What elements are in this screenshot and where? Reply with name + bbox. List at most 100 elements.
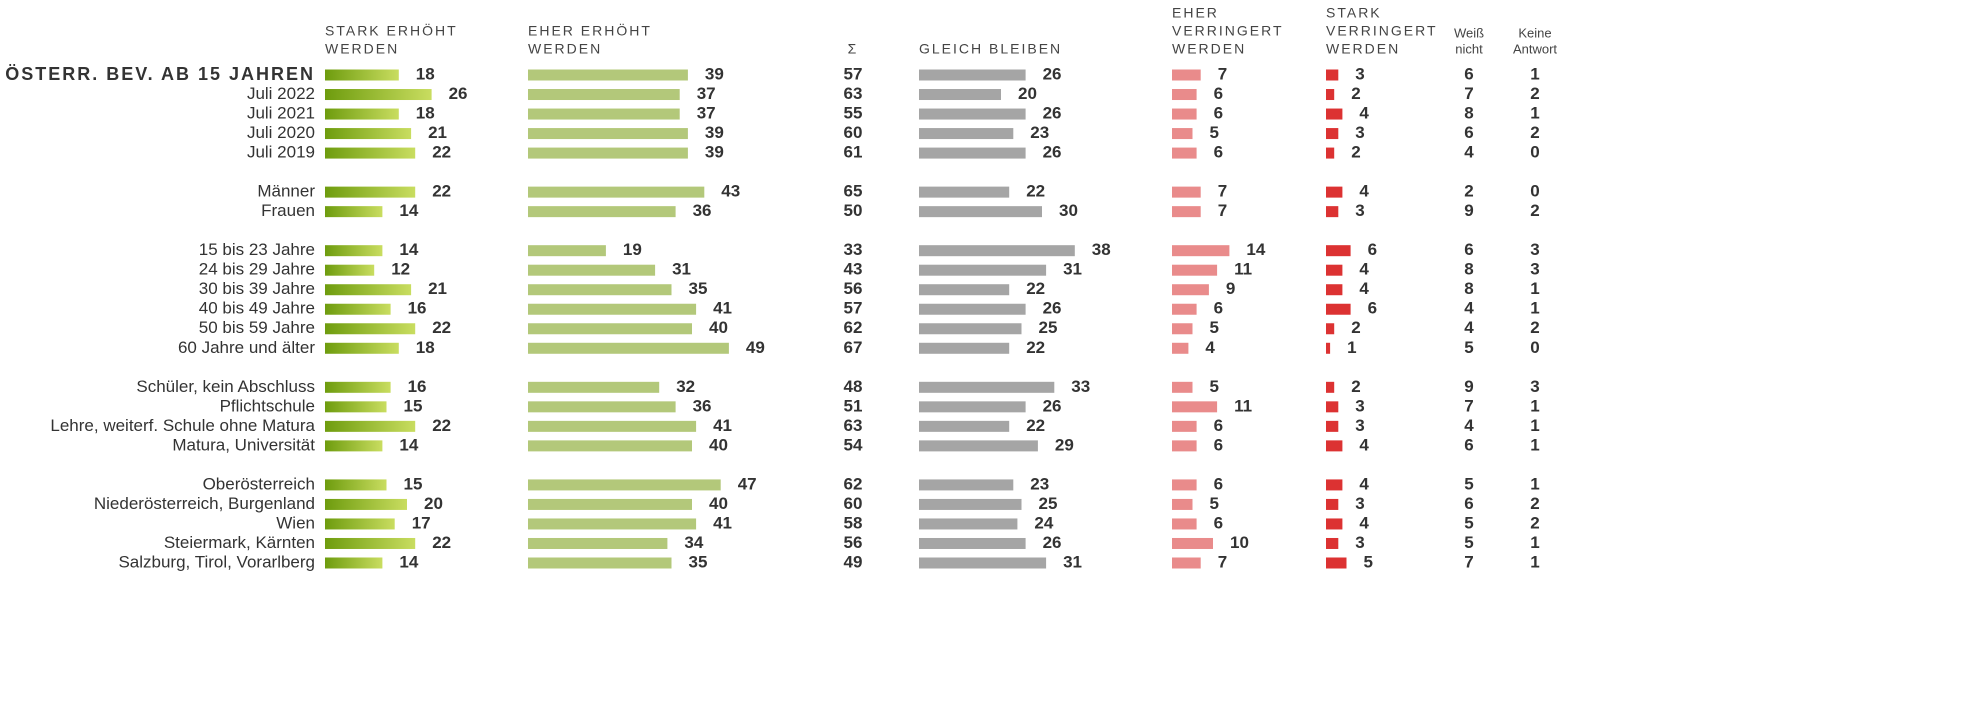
column-header: Σ	[848, 41, 859, 57]
value-label: 38	[1092, 240, 1111, 259]
value-label: 5	[1210, 494, 1219, 513]
value-label: 1	[1530, 416, 1539, 435]
bar	[528, 537, 668, 549]
value-label: 2	[1530, 318, 1539, 337]
value-label: 22	[432, 533, 451, 552]
bar	[919, 89, 1001, 101]
value-label: 21	[428, 279, 447, 298]
bar	[325, 284, 412, 296]
value-label: 6	[1214, 299, 1223, 318]
value-label: 37	[697, 84, 716, 103]
value-label: 25	[1039, 494, 1058, 513]
bar	[1172, 303, 1197, 315]
column-header: WERDEN	[325, 41, 399, 57]
value-label: 29	[1055, 435, 1074, 454]
value-label: 26	[449, 84, 468, 103]
bar	[325, 245, 383, 257]
bar	[1172, 147, 1197, 159]
value-label: 6	[1214, 416, 1223, 435]
value-label: 3	[1355, 494, 1364, 513]
value-label: 8	[1464, 104, 1473, 123]
bar	[919, 108, 1026, 120]
value-label: 4	[1464, 416, 1474, 435]
bar	[1172, 206, 1201, 218]
row-label: 15 bis 23 Jahre	[199, 240, 315, 259]
column-header: GLEICH BLEIBEN	[919, 41, 1062, 57]
bar	[325, 303, 391, 315]
value-label: 3	[1355, 201, 1364, 220]
bar	[1326, 108, 1343, 120]
bar	[1326, 245, 1351, 257]
bar	[919, 186, 1010, 198]
row-label: Matura, Universität	[172, 435, 315, 454]
row-label: Juli 2019	[247, 143, 315, 162]
value-label: 9	[1464, 201, 1473, 220]
bar	[1172, 128, 1193, 140]
bar	[325, 128, 412, 140]
value-label: 2	[1351, 377, 1360, 396]
value-label: 1	[1530, 435, 1539, 454]
bar	[1326, 89, 1335, 101]
value-label: 14	[399, 552, 418, 571]
bar	[325, 264, 375, 276]
value-label: 5	[1210, 377, 1219, 396]
bar	[325, 381, 391, 393]
value-label: 23	[1030, 474, 1049, 493]
value-label: 16	[408, 377, 427, 396]
bar	[1326, 69, 1339, 81]
value-label: 22	[1026, 182, 1045, 201]
bar	[528, 323, 692, 335]
value-label: 23	[1030, 123, 1049, 142]
row-label: 40 bis 49 Jahre	[199, 299, 315, 318]
value-label: 2	[1530, 201, 1539, 220]
bar	[919, 303, 1026, 315]
value-label: 6	[1464, 64, 1473, 83]
value-label: 19	[623, 240, 642, 259]
value-label: 31	[672, 260, 691, 279]
value-label: 4	[1205, 338, 1215, 357]
bar	[1326, 440, 1343, 452]
value-label: 3	[1355, 396, 1364, 415]
value-label: 65	[844, 182, 863, 201]
value-label: 1	[1530, 533, 1539, 552]
value-label: 6	[1214, 104, 1223, 123]
value-label: 2	[1351, 84, 1360, 103]
bar	[528, 342, 729, 354]
bar	[1326, 303, 1351, 315]
value-label: 15	[404, 396, 423, 415]
bar	[919, 557, 1047, 569]
value-label: 1	[1530, 396, 1539, 415]
value-label: 36	[693, 396, 712, 415]
column-header: nicht	[1455, 41, 1483, 56]
bar	[325, 342, 399, 354]
value-label: 0	[1530, 182, 1539, 201]
bar	[528, 440, 692, 452]
value-label: 54	[844, 435, 863, 454]
row-label: Lehre, weiterf. Schule ohne Matura	[50, 416, 315, 435]
value-label: 34	[684, 533, 703, 552]
value-label: 12	[391, 260, 410, 279]
value-label: 5	[1210, 318, 1219, 337]
value-label: 5	[1464, 513, 1473, 532]
value-label: 22	[432, 182, 451, 201]
value-label: 39	[705, 64, 724, 83]
value-label: 4	[1464, 318, 1474, 337]
value-label: 26	[1043, 533, 1062, 552]
value-label: 41	[713, 513, 732, 532]
value-label: 2	[1530, 123, 1539, 142]
bar	[1172, 518, 1197, 530]
value-label: 40	[709, 435, 728, 454]
value-label: 1	[1530, 552, 1539, 571]
bar	[1172, 323, 1193, 335]
value-label: 4	[1359, 182, 1369, 201]
value-label: 5	[1464, 533, 1473, 552]
bar	[1326, 557, 1347, 569]
value-label: 20	[1018, 84, 1037, 103]
value-label: 22	[432, 318, 451, 337]
value-label: 58	[844, 513, 863, 532]
value-label: 6	[1464, 123, 1473, 142]
row-label: Oberösterreich	[203, 474, 315, 493]
value-label: 14	[399, 435, 418, 454]
value-label: 30	[1059, 201, 1078, 220]
row-label: 24 bis 29 Jahre	[199, 260, 315, 279]
